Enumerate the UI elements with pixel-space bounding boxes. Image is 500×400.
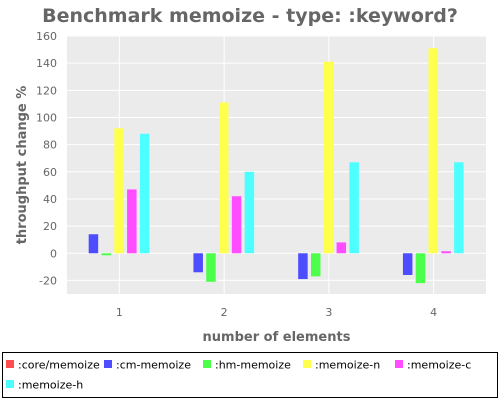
x-axis-title: number of elements [203,330,351,345]
bar [101,253,111,256]
bar [310,253,321,277]
bars [88,48,464,284]
bar [349,162,359,254]
bar [428,48,439,254]
y-tick-label: 60 [43,166,57,179]
bar [231,196,242,254]
plot-background [67,36,486,294]
bar [454,162,464,254]
bar [127,189,137,254]
legend-label: :hm-memoize [215,359,291,372]
legend-swatch [203,360,211,368]
bar [206,253,216,282]
legend-swatch [6,360,14,368]
legend-label: :memoize-h [18,379,83,392]
bar [323,61,334,254]
x-tick-label: 1 [116,306,123,319]
legend-items: :core/memoize :cm-memoize :hm-memoize :memo… [6,359,471,392]
legend-label: :memoize-c [407,359,471,372]
y-tick-label: 100 [36,111,57,124]
legend-swatch [104,360,112,368]
bar [193,253,203,273]
x-tick-label: 4 [430,306,437,319]
bar [139,133,150,254]
bar [336,242,347,254]
bar [244,171,255,254]
y-tick-label: 160 [36,30,57,43]
x-tick-label: 2 [221,306,228,319]
y-tick-label: 40 [43,193,57,206]
bar [298,253,308,280]
bar [441,251,451,254]
x-tick-labels: 1 2 3 4 [116,306,437,319]
bar [88,234,99,254]
y-tick-label: 140 [36,57,57,70]
y-tick-label: 80 [43,139,57,152]
legend [2,352,498,398]
chart-title: Benchmark memoize - type: :keyword? [42,5,458,27]
bar [114,128,124,254]
legend-label: :cm-memoize [116,359,191,372]
y-axis-title: throughput change % [15,86,30,245]
legend-label: :memoize-n [315,359,380,372]
legend-swatch [395,360,403,368]
bar [219,102,229,254]
legend-label: :core/memoize [18,359,100,372]
y-tick-label: 0 [50,247,57,260]
bar [415,253,426,284]
y-tick-label: 20 [43,220,57,233]
legend-swatch [6,380,14,388]
y-tick-label: 120 [36,84,57,97]
y-tick-label: -20 [39,274,57,287]
bar [402,253,413,275]
x-tick-label: 3 [325,306,332,319]
legend-swatch [303,360,311,368]
y-tick-labels: -20 0 20 40 60 80 100 120 140 160 [36,30,57,287]
